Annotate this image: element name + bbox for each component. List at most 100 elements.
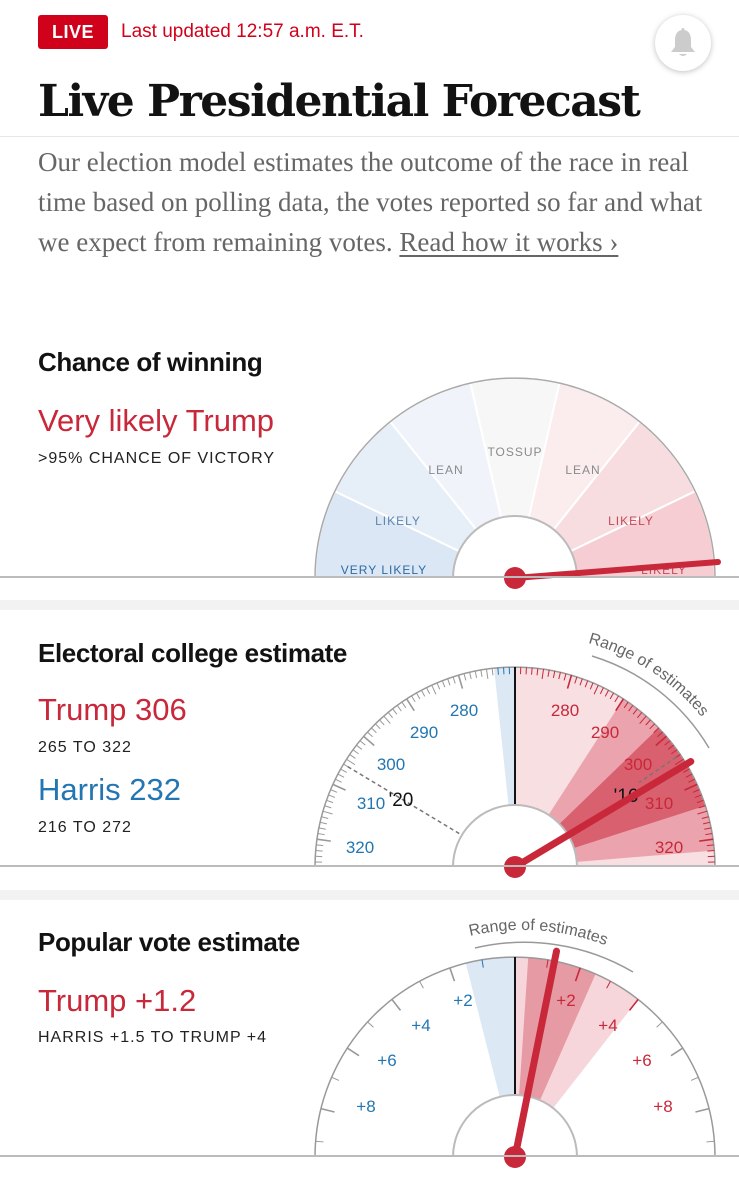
pv-tick (391, 998, 402, 1011)
intro-text: Our election model estimates the outcome… (38, 142, 708, 262)
ec-needle (511, 758, 695, 871)
ec-tick-l (356, 744, 363, 750)
pv-tick (481, 959, 484, 968)
pv-tick-label-left-4: +4 (411, 1016, 430, 1035)
ec-tick-r (706, 844, 714, 847)
ec-tick-r (628, 705, 634, 712)
ec-tick-l (457, 674, 464, 689)
ec-tick-l (330, 789, 338, 793)
ec-tick-l (485, 668, 489, 680)
ec-tick-l (370, 727, 377, 734)
ec-2020-marker-line (347, 766, 460, 835)
chance-verdict: Very likely Trump (38, 403, 275, 438)
ec-baseline (0, 865, 739, 867)
pv-tick-label-right-2: +2 (556, 991, 575, 1010)
ec-tick-l (474, 670, 478, 678)
ec-tick-l (431, 684, 437, 695)
ec-tick-r (645, 719, 651, 726)
chance-baseline (0, 576, 739, 578)
ec-tick-r (574, 676, 578, 684)
ec-tick-l (416, 692, 421, 700)
ec-tick-l (441, 680, 446, 688)
ec-tick-label-right-300: 300 (624, 755, 652, 774)
ec-tick-label-right-310: 310 (645, 794, 673, 813)
chance-seg-label-4: LEAN (565, 463, 600, 477)
notification-button[interactable] (655, 15, 711, 71)
ec-tick-r (697, 810, 708, 815)
pv-tick-label-right-8: +8 (653, 1097, 672, 1116)
ec-tick-r (704, 827, 712, 830)
ec-left-bg (315, 667, 515, 867)
ec-tick-l (346, 758, 356, 766)
ec-tick-r (593, 684, 599, 695)
ec-tick-r (615, 698, 625, 712)
ec-tick-r (705, 833, 713, 836)
ec-tick-l (447, 678, 451, 686)
pv-needle (511, 947, 561, 1161)
ec-tick-label-right-320: 320 (655, 838, 683, 857)
pv-tick (690, 1076, 699, 1081)
ec-range-bracket (591, 655, 710, 749)
ec-tick-l (326, 799, 334, 804)
ec-tick-r (579, 678, 583, 686)
chance-seg-label-5: LIKELY (608, 514, 654, 528)
trump-electoral-range: 265 TO 322 (38, 739, 132, 756)
ec-tick-r (584, 680, 589, 688)
pv-tick (331, 1076, 340, 1081)
ec-tick-l (491, 668, 494, 676)
section-divider (0, 600, 739, 610)
ec-2016-marker-line (638, 756, 677, 784)
ec-tick-l (436, 682, 441, 690)
ec-tick-l (405, 698, 415, 712)
ec-tick-l (318, 827, 326, 830)
ec-2020-label: '20 (389, 790, 414, 811)
pv-tick-label-left-2: +2 (453, 991, 472, 1010)
bell-icon (671, 28, 695, 56)
ec-tick-l (426, 687, 431, 695)
ec-tick-r (632, 708, 638, 715)
pv-tick (695, 1107, 710, 1113)
ec-tick-r (541, 668, 545, 680)
page-title: Live Presidential Forecast (38, 76, 641, 127)
pv-tick-label-right-4: +4 (598, 1016, 617, 1035)
pv-baseline (0, 1155, 739, 1157)
ec-tick-l (359, 740, 366, 746)
ec-tick-l (375, 723, 381, 730)
ec-tick-r (637, 712, 643, 719)
ec-tick-r (604, 689, 609, 697)
ec-tick-r (566, 674, 573, 689)
pv-tick (656, 1021, 663, 1028)
ec-tick-r (563, 673, 567, 681)
pv-tick (546, 959, 549, 968)
chance-hub-arc (452, 515, 578, 579)
popular-heading: Popular vote estimate (38, 927, 300, 957)
ec-tick-r (623, 701, 629, 709)
ec-tick-l (337, 773, 345, 778)
intro-body: Our election model estimates the outcome… (38, 147, 703, 257)
ec-tick-r (664, 740, 671, 746)
ec-tick-r (683, 768, 690, 773)
ec-tick-l (352, 749, 359, 755)
ec-tick-label-right-290: 290 (591, 723, 619, 742)
pv-tick (419, 980, 424, 989)
ec-tick-label-left-320: 320 (346, 838, 374, 857)
ec-tick-l (316, 844, 324, 847)
ec-tick-l (332, 783, 346, 791)
read-how-it-works-link[interactable]: Read how it works › (399, 227, 619, 257)
ec-tick-label-right-280: 280 (551, 701, 579, 720)
ec-tick-l (319, 821, 327, 825)
pv-tick (315, 1140, 324, 1143)
pv-tick (367, 1021, 374, 1028)
ec-tick-l (392, 708, 398, 715)
ec-tick-r (692, 789, 700, 793)
last-updated: Last updated 12:57 a.m. E.T. (121, 21, 364, 42)
ec-tick-r (639, 715, 647, 724)
ec-tick-l (363, 735, 375, 747)
ec-tick-r (649, 723, 655, 730)
ec-tick-l (316, 838, 331, 842)
pv-range-caption: Range of estimates (467, 917, 610, 949)
pv-needle-hub (504, 1146, 526, 1168)
ec-hub-arc (452, 804, 578, 868)
ec-tick-r (698, 805, 706, 809)
